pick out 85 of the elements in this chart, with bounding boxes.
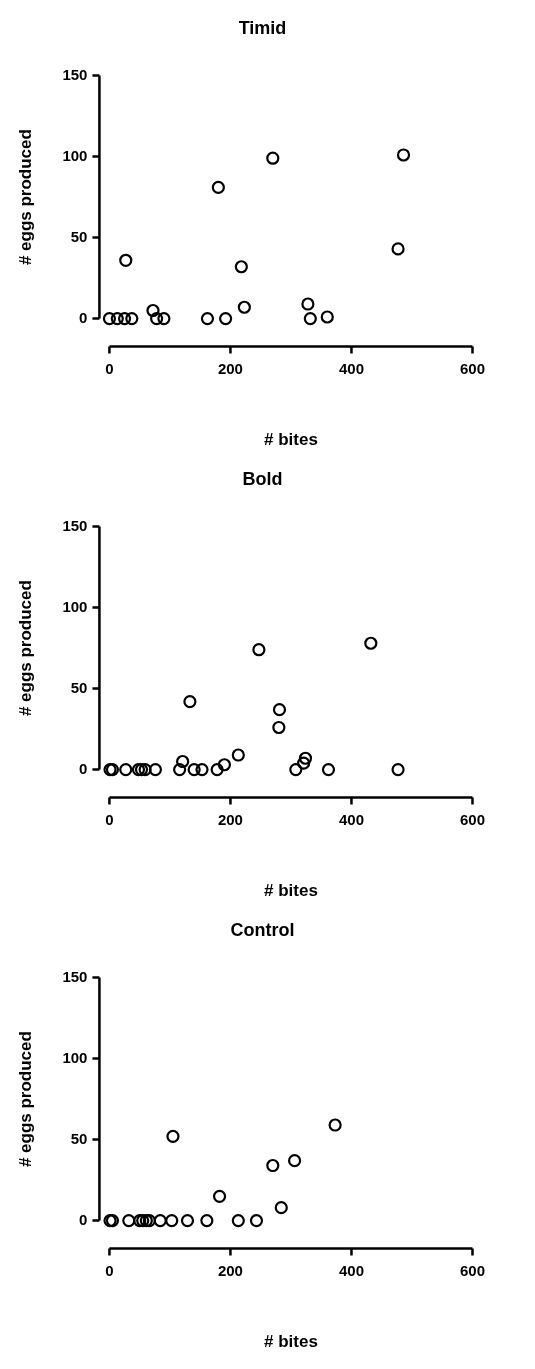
point (122, 1214, 136, 1228)
point (102, 312, 117, 326)
point (297, 756, 311, 770)
y-tick-label: 0 (79, 759, 88, 777)
point (166, 1129, 180, 1143)
y-axis-title: # eggs produced (15, 1031, 35, 1168)
point (320, 310, 334, 324)
point (301, 297, 315, 311)
x-tick-label: 0 (105, 1261, 114, 1279)
point (211, 180, 225, 194)
y-tick-label: 50 (70, 227, 88, 245)
x-axis-title: # bites (264, 881, 318, 901)
point (146, 303, 160, 318)
chart-title: Control (230, 919, 295, 940)
point (237, 300, 251, 314)
x-tick-label: 200 (217, 1261, 243, 1279)
point (119, 763, 133, 777)
point (391, 242, 405, 256)
point (212, 1189, 227, 1203)
y-tick-label: 0 (79, 308, 88, 326)
y-tick-label: 0 (79, 1210, 88, 1228)
y-tick-label: 100 (62, 1048, 88, 1066)
point (217, 758, 231, 772)
x-tick-label: 600 (459, 810, 485, 828)
point (117, 312, 132, 326)
x-tick-label: 200 (217, 359, 243, 377)
point (138, 763, 152, 777)
x-tick-label: 400 (338, 359, 364, 377)
point (321, 763, 336, 777)
point (266, 1158, 280, 1173)
x-tick-label: 600 (459, 1261, 485, 1279)
point (150, 312, 164, 326)
point (328, 1118, 342, 1132)
point (187, 763, 201, 777)
x-axis-title: # bites (264, 1332, 318, 1352)
point (157, 312, 171, 326)
point (249, 1214, 264, 1228)
point (176, 754, 190, 769)
point (173, 763, 187, 777)
chart-title: Timid (238, 17, 287, 38)
x-tick-label: 600 (459, 359, 485, 377)
point (110, 312, 124, 326)
y-axis-title: # eggs produced (15, 580, 35, 717)
y-axis-title: # eggs produced (15, 129, 35, 266)
point (391, 763, 405, 777)
point (272, 703, 287, 717)
chart-title: Bold (242, 468, 283, 489)
x-tick-label: 0 (105, 810, 114, 828)
y-tick-label: 50 (70, 678, 88, 696)
y-tick-label: 100 (62, 146, 88, 164)
point (252, 643, 266, 657)
y-tick-label: 150 (62, 516, 88, 534)
point (303, 312, 317, 326)
point (266, 151, 280, 165)
point (119, 253, 133, 267)
point (231, 1214, 245, 1228)
point (200, 312, 215, 326)
point (274, 1201, 288, 1215)
point (289, 763, 303, 777)
point (200, 1214, 214, 1228)
x-tick-label: 200 (217, 810, 243, 828)
x-tick-label: 400 (338, 810, 364, 828)
point (180, 1214, 195, 1228)
y-tick-label: 100 (62, 597, 88, 615)
point (165, 1214, 179, 1228)
x-tick-label: 0 (105, 359, 114, 377)
x-axis-title: # bites (264, 430, 318, 450)
point (234, 260, 248, 274)
y-tick-label: 150 (62, 967, 88, 985)
point (183, 694, 197, 709)
point (287, 1154, 302, 1168)
x-tick-label: 400 (338, 1261, 364, 1279)
point (210, 763, 224, 777)
point (298, 751, 313, 765)
point (153, 1214, 167, 1228)
y-tick-label: 50 (70, 1129, 88, 1147)
point (125, 312, 139, 326)
point (364, 636, 378, 650)
point (195, 763, 209, 777)
point (148, 763, 163, 777)
point (231, 748, 245, 762)
point (272, 720, 286, 735)
point (219, 312, 233, 326)
y-tick-label: 150 (62, 65, 88, 83)
point (396, 148, 411, 162)
